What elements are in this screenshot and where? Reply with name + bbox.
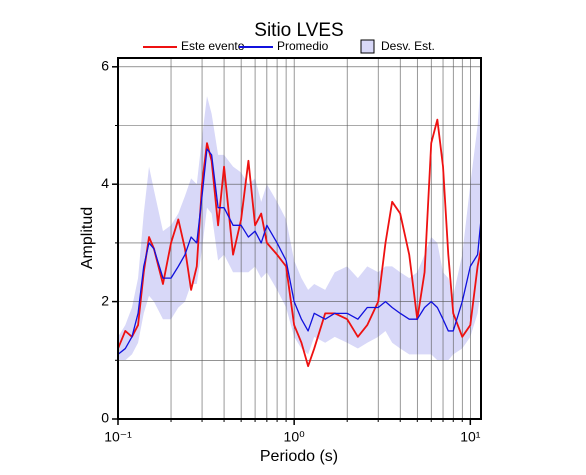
y-tick-label: 0 [101,410,109,426]
y-tick-label: 2 [101,292,109,308]
y-tick-label: 6 [101,58,109,74]
plot-frame [117,57,482,420]
chart-title: Sitio LVES [254,20,343,41]
x-axis-label: Periodo (s) [260,448,338,465]
legend-label: Desv. Est. [381,39,435,53]
y-tick-label: 4 [101,175,109,191]
x-tick-label: 10⁰ [284,429,306,445]
x-tick-label: 10¹ [460,429,481,445]
series-line [117,118,482,368]
legend-label: Este evento [181,39,245,53]
series-line [117,148,482,355]
y-axis-label: Amplitud [79,207,96,269]
legend-label: Promedio [277,39,329,53]
legend-swatch [360,39,375,54]
x-tick-label: 10⁻¹ [104,429,132,445]
